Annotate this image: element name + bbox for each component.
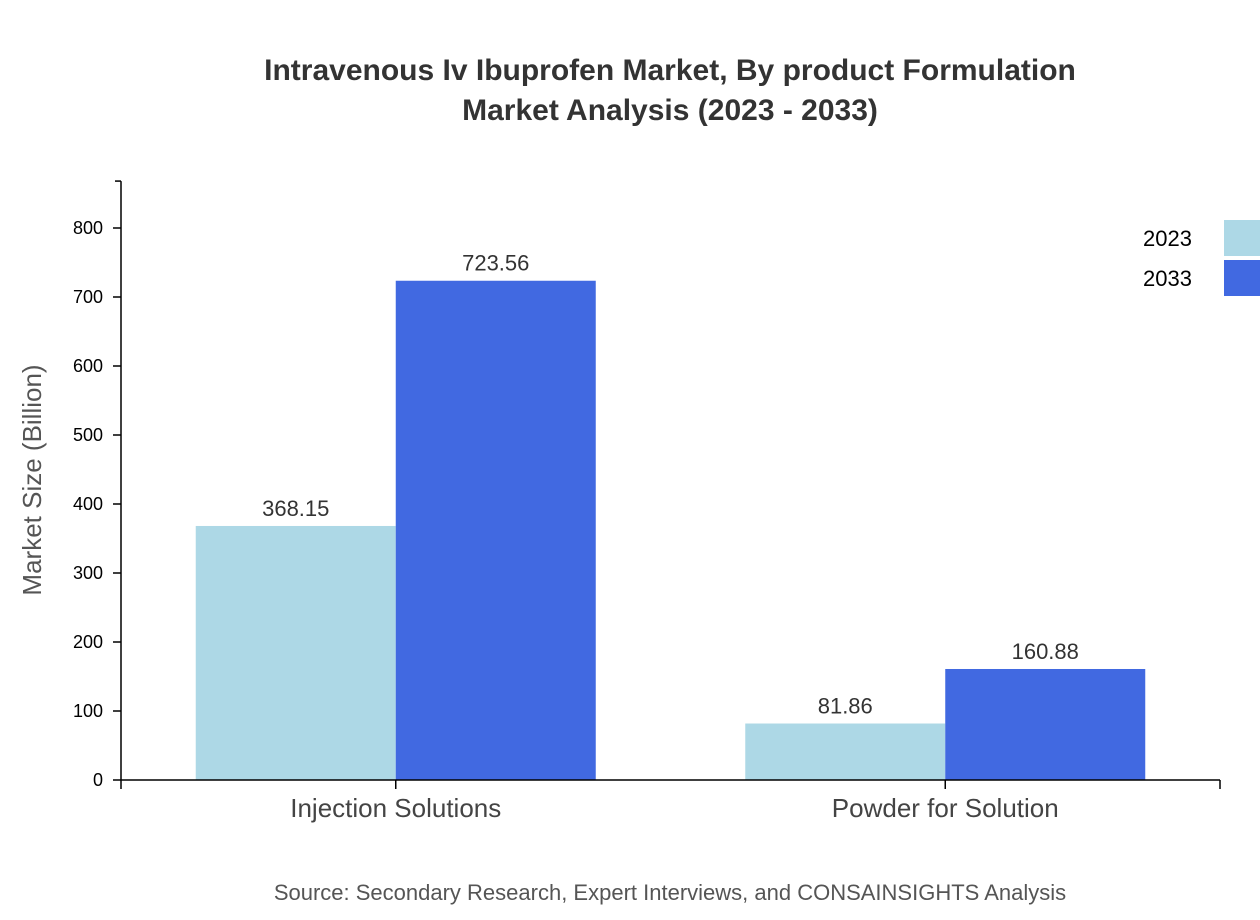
bar-2033-1 [945, 668, 1146, 780]
x-tick-label: Powder for Solution [832, 793, 1059, 823]
legend-swatch [1224, 220, 1260, 256]
y-tick-label: 500 [73, 425, 103, 445]
data-label: 723.56 [462, 251, 529, 276]
data-label: 160.88 [1012, 639, 1079, 664]
y-tick-label: 200 [73, 632, 103, 652]
legend-swatch [1224, 260, 1260, 296]
y-tick-label: 600 [73, 356, 103, 376]
legend-label: 2033 [1143, 266, 1192, 291]
y-tick-label: 700 [73, 287, 103, 307]
chart-title-line-1: Intravenous Iv Ibuprofen Market, By prod… [264, 54, 1076, 87]
y-tick-label: 400 [73, 494, 103, 514]
chart-title-line-2: Market Analysis (2023 - 2033) [462, 94, 878, 127]
y-axis-label: Market Size (Billion) [17, 364, 47, 595]
source-note: Source: Secondary Research, Expert Inter… [274, 880, 1066, 905]
data-label: 81.86 [818, 694, 873, 719]
y-tick-label: 100 [73, 701, 103, 721]
x-tick-label: Injection Solutions [290, 793, 501, 823]
y-tick-label: 0 [93, 770, 103, 790]
y-tick-label: 300 [73, 563, 103, 583]
bar-2033-0 [395, 280, 596, 780]
y-tick-label: 800 [73, 218, 103, 238]
data-label: 368.15 [262, 496, 329, 521]
bar-2023-0 [195, 525, 396, 780]
bar-2023-1 [745, 723, 946, 780]
legend-label: 2023 [1143, 226, 1192, 251]
